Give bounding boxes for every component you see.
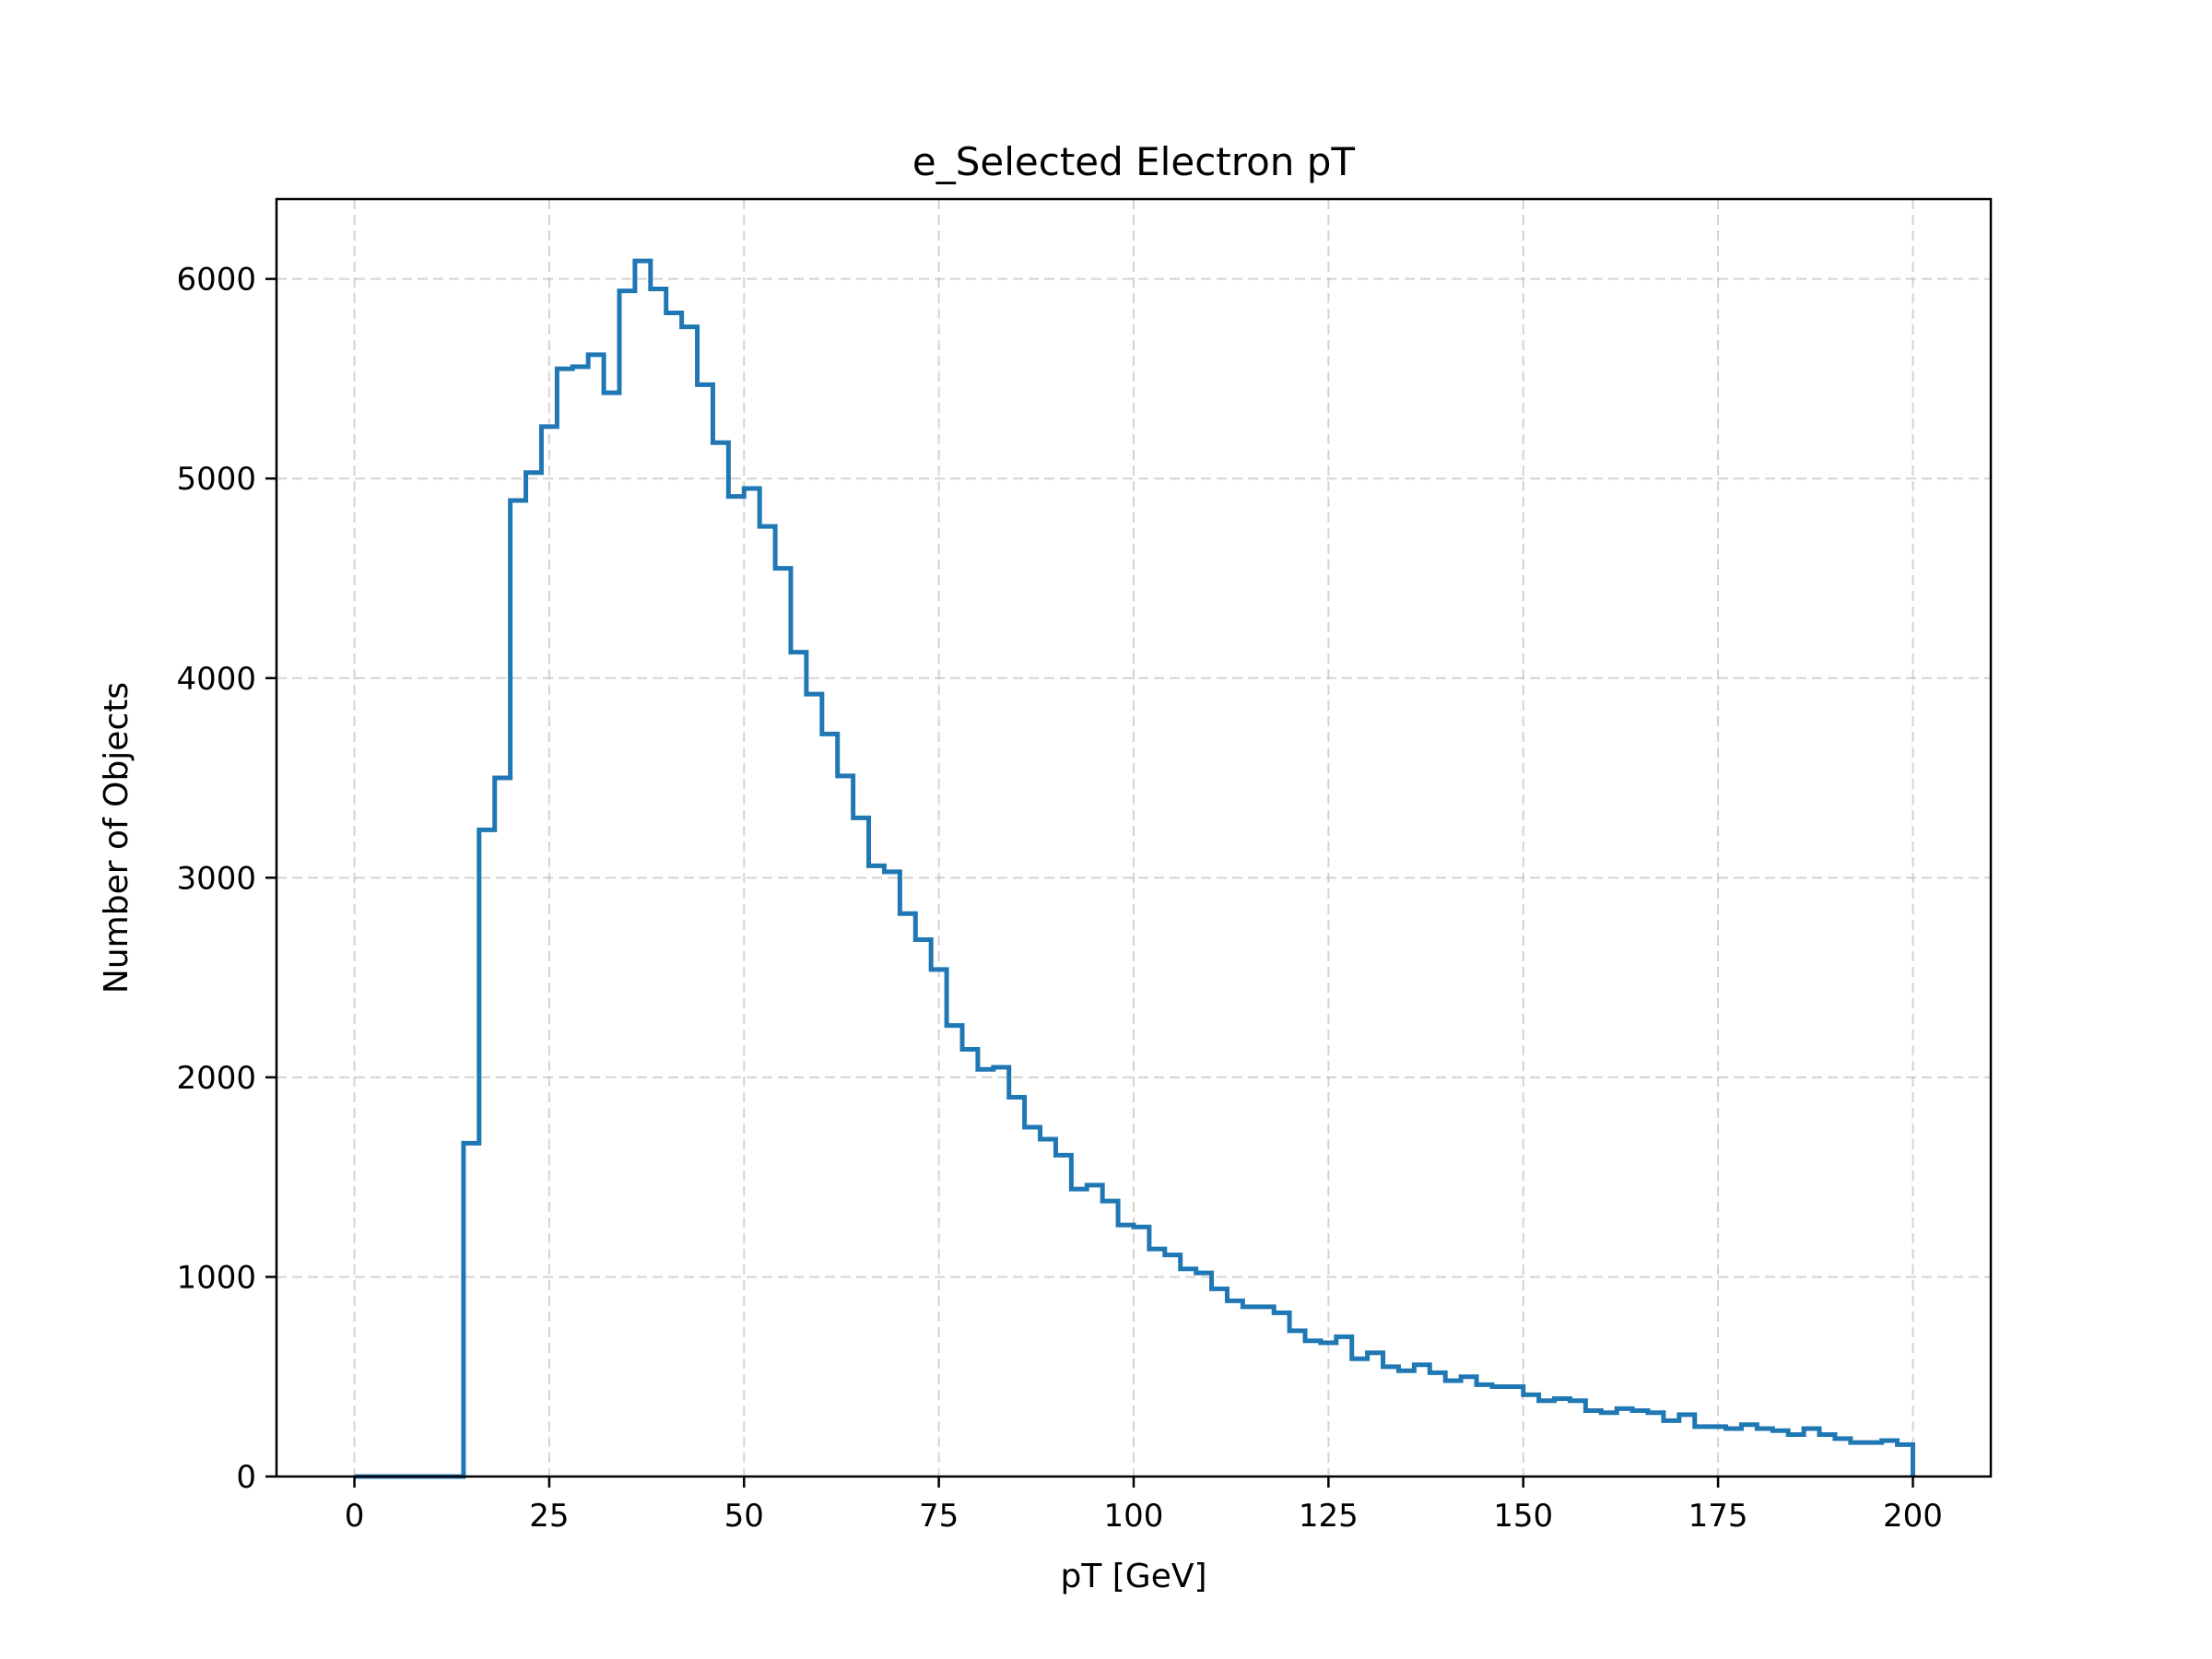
axis-ticks: 0 25 50 75 100 125 150 175 200010002000300040005…: [176, 262, 1942, 1535]
x-tick-label: 150: [1493, 1498, 1553, 1535]
histogram-series-line: [354, 258, 1915, 1479]
x-tick-label: 200: [1883, 1498, 1943, 1535]
y-tick-label: 2000: [176, 1060, 256, 1097]
y-tick-label: 6000: [176, 262, 256, 299]
grid-lines: [276, 199, 1991, 1477]
x-tick-label: 0: [345, 1498, 365, 1535]
y-tick-label: 5000: [176, 461, 256, 498]
x-tick-label: 175: [1688, 1498, 1748, 1535]
y-tick-label: 1000: [176, 1259, 256, 1296]
y-tick-label: 4000: [176, 661, 256, 698]
y-axis-label: Number of Objects: [98, 682, 135, 994]
y-tick-label: 0: [236, 1459, 256, 1496]
x-tick-label: 50: [724, 1498, 764, 1535]
x-tick-label: 100: [1104, 1498, 1164, 1535]
x-tick-label: 75: [919, 1498, 959, 1535]
y-tick-label: 3000: [176, 860, 256, 897]
chart-title: e_Selected Electron pT: [912, 139, 1356, 184]
x-tick-label: 125: [1299, 1498, 1359, 1535]
x-tick-label: 25: [529, 1498, 569, 1535]
x-axis-label: pT [GeV]: [1060, 1558, 1206, 1595]
